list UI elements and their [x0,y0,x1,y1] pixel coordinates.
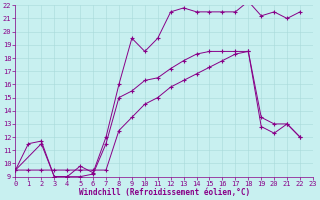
X-axis label: Windchill (Refroidissement éolien,°C): Windchill (Refroidissement éolien,°C) [79,188,250,197]
